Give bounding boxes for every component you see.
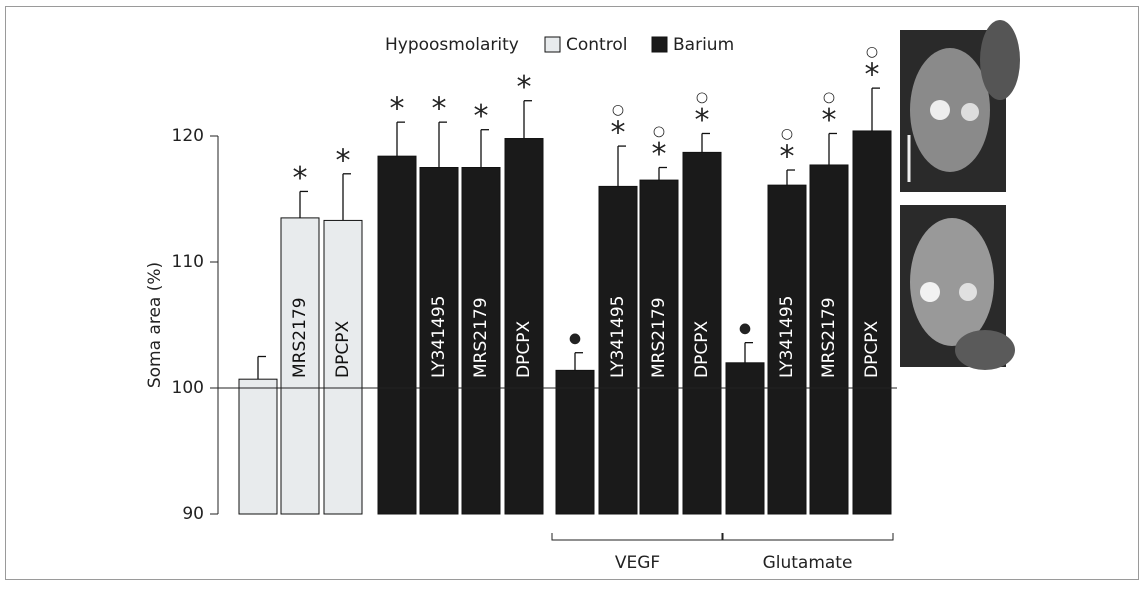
- group-bracket: [552, 533, 723, 540]
- y-tick-label: 100: [172, 378, 204, 398]
- significance-symbol: ○: [823, 89, 835, 105]
- significance-symbol: *: [293, 161, 308, 196]
- significance-symbol: ○: [653, 124, 665, 140]
- significance-symbol: ○: [866, 44, 878, 60]
- group-label: VEGF: [615, 553, 660, 573]
- y-axis-label: Soma area (%): [145, 262, 165, 388]
- bar: [726, 363, 764, 514]
- significance-symbol: *: [611, 116, 626, 151]
- bar-label: DPCPX: [692, 321, 712, 378]
- bar: [378, 156, 416, 514]
- chart: Soma area (%) Hypoosmolarity 90 100 110 120…: [0, 0, 1144, 586]
- bar-label: MRS2179: [819, 297, 839, 378]
- significance-symbol: ○: [612, 102, 624, 118]
- significance-symbol: *: [695, 103, 710, 138]
- y-tick-label: 120: [172, 126, 204, 146]
- significance-symbol: *: [652, 137, 667, 172]
- bar-label: LY341495: [777, 296, 797, 379]
- significance-symbol: *: [336, 143, 351, 178]
- significance-symbol: *: [390, 92, 405, 127]
- bar-label: DPCPX: [862, 321, 882, 378]
- group-label: Glutamate: [763, 553, 853, 573]
- significance-symbol: *: [865, 58, 880, 93]
- y-tick-label: 110: [172, 252, 204, 272]
- bar-label: LY341495: [429, 296, 449, 379]
- bar-label: MRS2179: [471, 297, 491, 378]
- bar-label: MRS2179: [290, 297, 310, 378]
- significance-symbol: ○: [781, 126, 793, 142]
- legend-swatch: [652, 37, 667, 52]
- bar: [556, 370, 594, 514]
- legend-label: Control: [566, 35, 627, 55]
- legend-swatch: [545, 37, 560, 52]
- significance-symbol: ○: [696, 89, 708, 105]
- significance-symbol: *: [474, 99, 489, 134]
- group-bracket: [722, 533, 893, 540]
- legend-title: Hypoosmolarity: [385, 35, 519, 55]
- significance-symbol: ●: [739, 321, 751, 337]
- significance-symbol: *: [517, 70, 532, 105]
- bar: [239, 379, 277, 514]
- micrographs: [900, 20, 1020, 370]
- legend-label: Barium: [673, 35, 734, 55]
- significance-symbol: *: [432, 92, 447, 127]
- bar-label: LY341495: [608, 296, 628, 379]
- significance-symbol: *: [780, 140, 795, 175]
- y-tick-label: 90: [182, 504, 204, 524]
- bar-label: DPCPX: [514, 321, 534, 378]
- significance-symbol: *: [822, 103, 837, 138]
- bar-label: MRS2179: [649, 297, 669, 378]
- significance-symbol: ●: [569, 331, 581, 347]
- bar-label: DPCPX: [333, 321, 353, 378]
